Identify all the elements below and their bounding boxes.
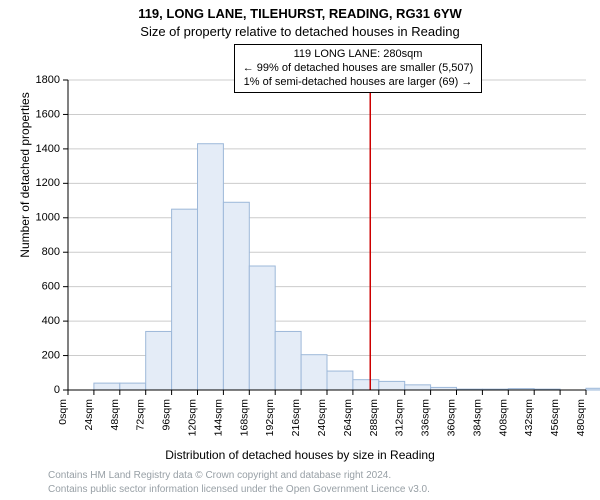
svg-text:408sqm: 408sqm (497, 399, 509, 437)
footnote-line1: Contains HM Land Registry data © Crown c… (48, 470, 391, 481)
histogram-bar (353, 380, 379, 390)
svg-text:1000: 1000 (36, 212, 60, 224)
histogram-bar (223, 202, 249, 390)
annotation-callout: 119 LONG LANE: 280sqm ← 99% of detached … (234, 44, 483, 93)
svg-text:1800: 1800 (36, 74, 60, 86)
svg-text:24sqm: 24sqm (83, 399, 95, 431)
histogram-bar (586, 388, 600, 390)
svg-text:216sqm: 216sqm (290, 399, 302, 437)
svg-text:432sqm: 432sqm (523, 399, 535, 437)
svg-text:240sqm: 240sqm (316, 399, 328, 437)
svg-text:600: 600 (42, 281, 60, 293)
svg-text:312sqm: 312sqm (394, 399, 406, 437)
svg-text:96sqm: 96sqm (161, 399, 173, 431)
y-axis-label: Number of detached properties (18, 20, 32, 330)
svg-text:200: 200 (42, 349, 60, 361)
svg-text:400: 400 (42, 315, 60, 327)
svg-text:288sqm: 288sqm (368, 399, 380, 437)
annotation-line3: 1% of semi-detached houses are larger (6… (243, 76, 474, 90)
histogram-bar (172, 209, 198, 390)
svg-text:800: 800 (42, 246, 60, 258)
svg-text:264sqm: 264sqm (342, 399, 354, 437)
svg-text:192sqm: 192sqm (264, 399, 276, 437)
annotation-line1: 119 LONG LANE: 280sqm (243, 48, 474, 62)
histogram-bar (198, 144, 224, 390)
histogram-bar (275, 331, 301, 390)
histogram-bar (327, 371, 353, 390)
svg-text:1200: 1200 (36, 177, 60, 189)
svg-text:360sqm: 360sqm (446, 399, 458, 437)
histogram-bar (146, 331, 172, 390)
svg-text:120sqm: 120sqm (187, 399, 199, 437)
svg-text:48sqm: 48sqm (109, 399, 121, 431)
histogram-bar (249, 266, 275, 390)
svg-text:72sqm: 72sqm (135, 399, 147, 431)
x-axis-label: Distribution of detached houses by size … (0, 448, 600, 462)
svg-text:144sqm: 144sqm (212, 399, 224, 437)
svg-text:0: 0 (54, 384, 60, 396)
svg-text:1600: 1600 (36, 108, 60, 120)
svg-text:0sqm: 0sqm (57, 399, 69, 425)
svg-text:456sqm: 456sqm (549, 399, 561, 437)
histogram-bar (379, 381, 405, 390)
chart-container: 119, LONG LANE, TILEHURST, READING, RG31… (0, 0, 600, 500)
svg-text:480sqm: 480sqm (575, 399, 587, 437)
svg-text:168sqm: 168sqm (238, 399, 250, 437)
histogram-bar (120, 383, 146, 390)
svg-text:1400: 1400 (36, 143, 60, 155)
histogram-bar (405, 385, 431, 390)
histogram-bar (94, 383, 120, 390)
footnote-line2: Contains public sector information licen… (48, 484, 430, 495)
annotation-line2: ← 99% of detached houses are smaller (5,… (243, 62, 474, 76)
svg-text:336sqm: 336sqm (420, 399, 432, 437)
histogram-bar (301, 355, 327, 390)
svg-text:384sqm: 384sqm (471, 399, 483, 437)
